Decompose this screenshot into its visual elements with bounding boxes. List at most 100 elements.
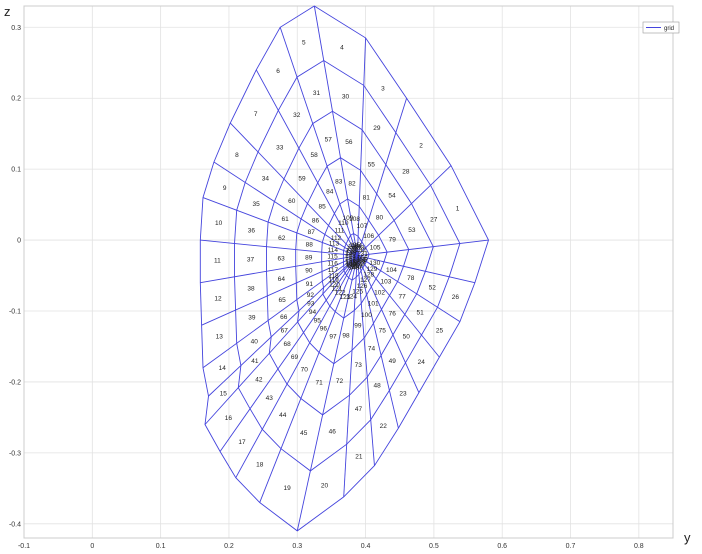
cell-label: 116	[328, 260, 339, 267]
mesh-radial-line	[356, 255, 375, 466]
cell-label: 66	[280, 314, 288, 321]
x-tick-label: 0.8	[634, 543, 644, 550]
cell-label: 108	[349, 216, 360, 223]
cell-label: 102	[374, 290, 385, 297]
cell-label: 111	[334, 228, 344, 235]
cell-label: 107	[356, 223, 367, 230]
cell-label: 46	[329, 428, 337, 435]
y-axis-ticks: -0.4 -0.3 -0.2 -0.1 0 0.1 0.2 0.3	[9, 25, 21, 529]
y-tick-label: 0	[17, 238, 21, 245]
cell-label: 79	[389, 236, 397, 243]
mesh-radial-line	[343, 255, 358, 497]
cell-label: 81	[363, 195, 371, 202]
cell-label: 120	[329, 282, 340, 289]
cell-label: 21	[355, 454, 363, 461]
cell-label: 137	[347, 246, 358, 253]
mesh-radial-line	[356, 98, 407, 256]
cell-label: 11	[214, 258, 221, 265]
cell-label: 18	[256, 462, 264, 469]
cell-label: 39	[248, 314, 256, 321]
cell-label: 138	[346, 248, 357, 255]
cell-label: 34	[262, 176, 270, 183]
cell-label: 38	[247, 286, 255, 293]
x-axis-ticks: -0.1 0 0.1 0.2 0.3 0.4 0.5 0.6 0.7 0.8	[18, 543, 644, 550]
cell-label: 53	[408, 227, 416, 234]
y-tick-label: 0.3	[11, 25, 21, 32]
mesh-radial-line	[219, 255, 358, 452]
cell-label: 37	[247, 257, 255, 264]
cell-label: 142	[345, 255, 356, 262]
x-tick-label: 0.1	[156, 543, 166, 550]
cell-label: 51	[416, 310, 424, 317]
cell-label: 154	[355, 258, 366, 265]
mesh-radial-line	[235, 255, 358, 478]
cell-label: 129	[367, 266, 378, 273]
x-tick-label: -0.1	[18, 543, 30, 550]
cell-label: 115	[327, 254, 338, 261]
cell-label: 55	[368, 162, 376, 169]
cell-label: 36	[248, 228, 256, 235]
cell-label: 75	[379, 328, 387, 335]
mesh-radial-line	[357, 255, 461, 323]
y-tick-label: -0.2	[9, 379, 21, 386]
cell-label: 22	[380, 423, 388, 430]
cell-label: 5	[302, 40, 306, 47]
cell-label: 35	[252, 201, 260, 208]
mesh-ring	[199, 5, 489, 532]
cell-label: 89	[305, 254, 313, 261]
cell-label: 94	[309, 309, 317, 316]
cell-label: 12	[214, 296, 222, 303]
cell-label: 110	[338, 220, 349, 227]
cell-label: 52	[429, 284, 437, 291]
cell-label: 151	[352, 263, 363, 270]
cell-label: 122	[335, 290, 346, 297]
cell-label: 14	[219, 365, 227, 372]
cell-label: 67	[281, 328, 289, 335]
cell-label: 63	[277, 255, 285, 262]
x-tick-label: 0.7	[566, 543, 576, 550]
cell-label: 33	[276, 144, 284, 151]
cell-label: 24	[418, 359, 426, 366]
cell-label: 109	[342, 215, 353, 222]
cell-label: 1	[456, 206, 460, 213]
legend: grid	[642, 21, 680, 34]
cell-label: 32	[293, 112, 301, 119]
cell-label: 83	[335, 179, 343, 186]
cell-label: 123	[339, 294, 350, 301]
cell-label: 16	[225, 415, 233, 422]
mesh-ring	[295, 157, 410, 365]
cell-label: 23	[399, 391, 407, 398]
cell-label: 86	[312, 218, 320, 225]
cell-label: 54	[388, 193, 396, 200]
mesh-radial-line	[202, 255, 358, 369]
mesh-radial-line	[202, 197, 358, 257]
cell-label: 19	[283, 485, 291, 492]
mesh-radial-line	[208, 255, 358, 397]
cell-label: 84	[326, 189, 334, 196]
cell-label: 100	[361, 312, 372, 319]
cell-label: 118	[328, 273, 339, 280]
x-tick-label: 0.4	[361, 543, 371, 550]
cell-label: 73	[355, 362, 363, 369]
cell-label: 57	[325, 137, 333, 144]
y-tick-label: -0.1	[9, 309, 21, 316]
cell-label: 93	[307, 301, 315, 308]
cell-label: 27	[430, 217, 438, 224]
cell-label: 15	[220, 391, 228, 398]
cell-label: 139	[345, 249, 356, 256]
mesh-radial-line	[201, 255, 358, 326]
cell-label: 88	[306, 241, 314, 248]
mesh-grid-lines	[199, 5, 489, 532]
cell-label: 59	[298, 175, 306, 182]
cell-label: 70	[301, 367, 309, 374]
cell-label: 125	[352, 288, 363, 295]
y-tick-label: 0.1	[11, 167, 21, 174]
mesh-ring	[234, 59, 461, 472]
cell-label: 131	[357, 250, 368, 257]
mesh-radial-line	[313, 5, 358, 256]
cell-label: 141	[345, 253, 356, 260]
cell-label: 147	[346, 262, 357, 269]
cell-label: 68	[283, 341, 291, 348]
